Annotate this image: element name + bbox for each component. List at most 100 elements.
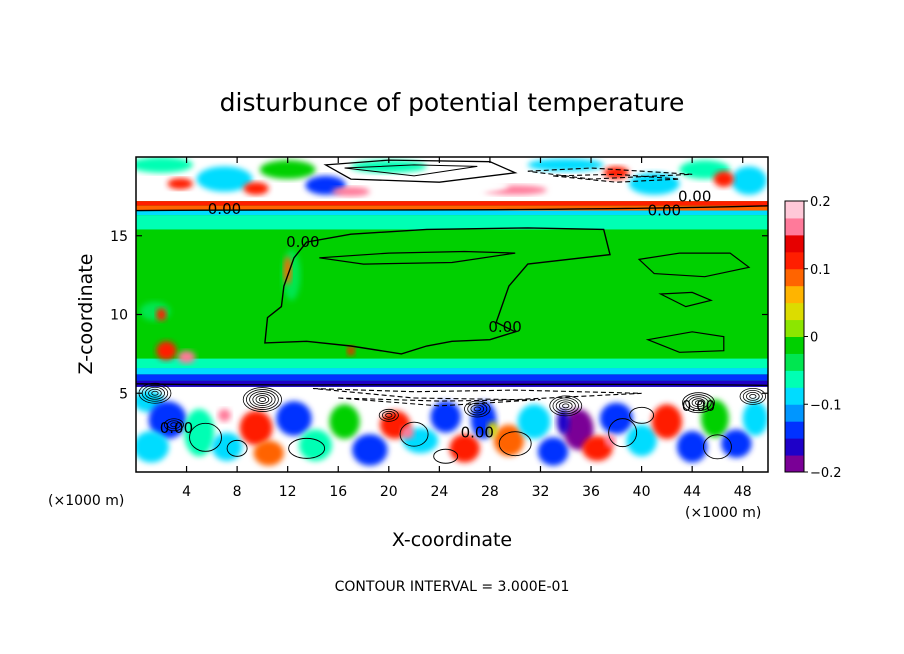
contour-eddy-ring: [688, 396, 709, 410]
contour-lines: [136, 159, 768, 464]
contour-eddy-ring: [739, 387, 767, 405]
colorbar-segment: [785, 302, 804, 321]
heatmap-blob: [329, 404, 360, 439]
contour-eddy-ring: [552, 397, 579, 415]
contour-negative: [312, 387, 642, 401]
colorbar-segment: [785, 353, 804, 371]
contour-eddy-ring: [245, 389, 279, 410]
contour-label: 0.00: [678, 187, 711, 205]
contour-lower-zero: [136, 383, 768, 387]
colorbar: [784, 200, 805, 473]
heatmap-blob: [537, 437, 569, 466]
colorbar-segment: [785, 438, 804, 456]
band-lower-teal: [136, 358, 768, 369]
contour-bl-loop: [498, 431, 532, 457]
x-tick-label: 48: [734, 484, 752, 500]
band-lower-navy: [136, 380, 768, 387]
contour-label: 0.00: [682, 397, 715, 415]
contour-bl-loop: [608, 418, 638, 448]
contour-eddy-ring: [694, 400, 703, 406]
contour-eddy-ring: [148, 388, 162, 398]
heatmap-blob: [177, 350, 196, 364]
contour-bl-loop: [399, 421, 429, 447]
contour-negative: [527, 167, 693, 180]
heatmap-blob: [136, 431, 169, 463]
colorbar-segment: [785, 251, 804, 270]
contour-eddy-ring: [682, 392, 715, 414]
contour-upper-cell-inner: [344, 164, 478, 177]
contour-eddy-ring: [141, 384, 169, 402]
heatmap-blob: [721, 429, 752, 458]
contour-label: 0.00: [461, 424, 494, 442]
contour-eddy-ring: [685, 394, 712, 412]
heatmap-blob: [283, 256, 292, 285]
colorbar-tick-label: 0: [810, 331, 818, 346]
heatmap-blob: [731, 166, 767, 195]
contour-eddy-ring: [258, 397, 266, 402]
contour-bl-loop: [189, 422, 222, 452]
heatmap-blob: [352, 434, 388, 466]
heatmap-blob: [276, 401, 312, 436]
contour-eddy-ring: [167, 420, 181, 430]
contour-interval-note: CONTOUR INTERVAL = 3.000E-01: [335, 579, 570, 595]
y-tick-label: 5: [119, 386, 128, 402]
contour-mid-inner: [319, 250, 516, 265]
x-tick-label: 40: [633, 484, 651, 500]
heatmap-blob: [713, 171, 734, 187]
contour-label: 0.00: [488, 318, 521, 336]
contour-bl-loop: [433, 448, 459, 464]
colorbar-segment: [785, 455, 804, 473]
contour-eddy-ring: [252, 393, 273, 406]
colorbar-tick-label: 0.1: [810, 263, 831, 278]
colorbar-segment: [785, 234, 804, 253]
heatmap-blob: [156, 308, 167, 321]
contour-right-mid: [637, 252, 751, 278]
colorbar-segment: [785, 404, 804, 422]
heatmap-blob: [196, 166, 253, 192]
contour-eddy-ring: [381, 410, 396, 420]
heatmap-blob: [517, 404, 551, 439]
contour-eddy-ring: [144, 386, 165, 400]
contour-bl-loop: [288, 437, 326, 459]
contour-bl-loop: [226, 439, 248, 457]
heatmap-blob: [604, 434, 616, 447]
x-unit-label-left: (×1000 m): [48, 493, 124, 509]
x-tick-label: 24: [430, 484, 448, 500]
heatmap-blob: [626, 424, 657, 457]
contour-bl-loop: [629, 406, 655, 424]
x-axis-label: X-coordinate: [392, 529, 512, 551]
colorbar-segment: [785, 387, 804, 405]
x-tick-label: 32: [532, 484, 550, 500]
contour-right-low: [645, 331, 725, 353]
y-axis-ticks: 5 10 15: [110, 229, 768, 402]
heatmap-blob: [156, 341, 177, 361]
contour-eddy-ring: [151, 390, 159, 396]
colorbar-tick-label: −0.1: [810, 398, 842, 413]
heatmap-blob: [603, 166, 629, 180]
heatmap-blob: [401, 426, 415, 439]
heatmap-blob: [331, 186, 370, 197]
contour-eddy-ring: [385, 412, 393, 418]
contour-eddy-ring: [170, 422, 178, 428]
band-lower-blue: [136, 374, 768, 381]
contour-label: 0.00: [648, 202, 681, 220]
contour-eddy-ring: [163, 418, 184, 432]
contour-eddy-ring: [555, 399, 576, 413]
contour-eddy-ring: [749, 393, 757, 399]
heatmap-blob: [259, 160, 316, 180]
heatmap-blob: [136, 157, 193, 173]
x-axis-ticks: 4 8 12 16 20 24 28 32 36 40 44 48: [182, 157, 752, 500]
contour-eddy-ring: [467, 402, 488, 416]
x-tick-label: 28: [481, 484, 499, 500]
colorbar-segment: [785, 268, 804, 287]
chart-title: disturbunce of potential temperature: [220, 88, 685, 117]
contour-eddy-ring: [378, 408, 399, 422]
heatmap-blob: [676, 431, 708, 463]
contour-eddy-ring: [549, 395, 583, 417]
x-tick-label: 4: [182, 484, 191, 500]
heatmap-blob: [527, 158, 604, 172]
contour-eddy-ring: [473, 406, 481, 412]
heatmap-blob: [253, 440, 284, 466]
heatmap-blob: [239, 410, 273, 446]
